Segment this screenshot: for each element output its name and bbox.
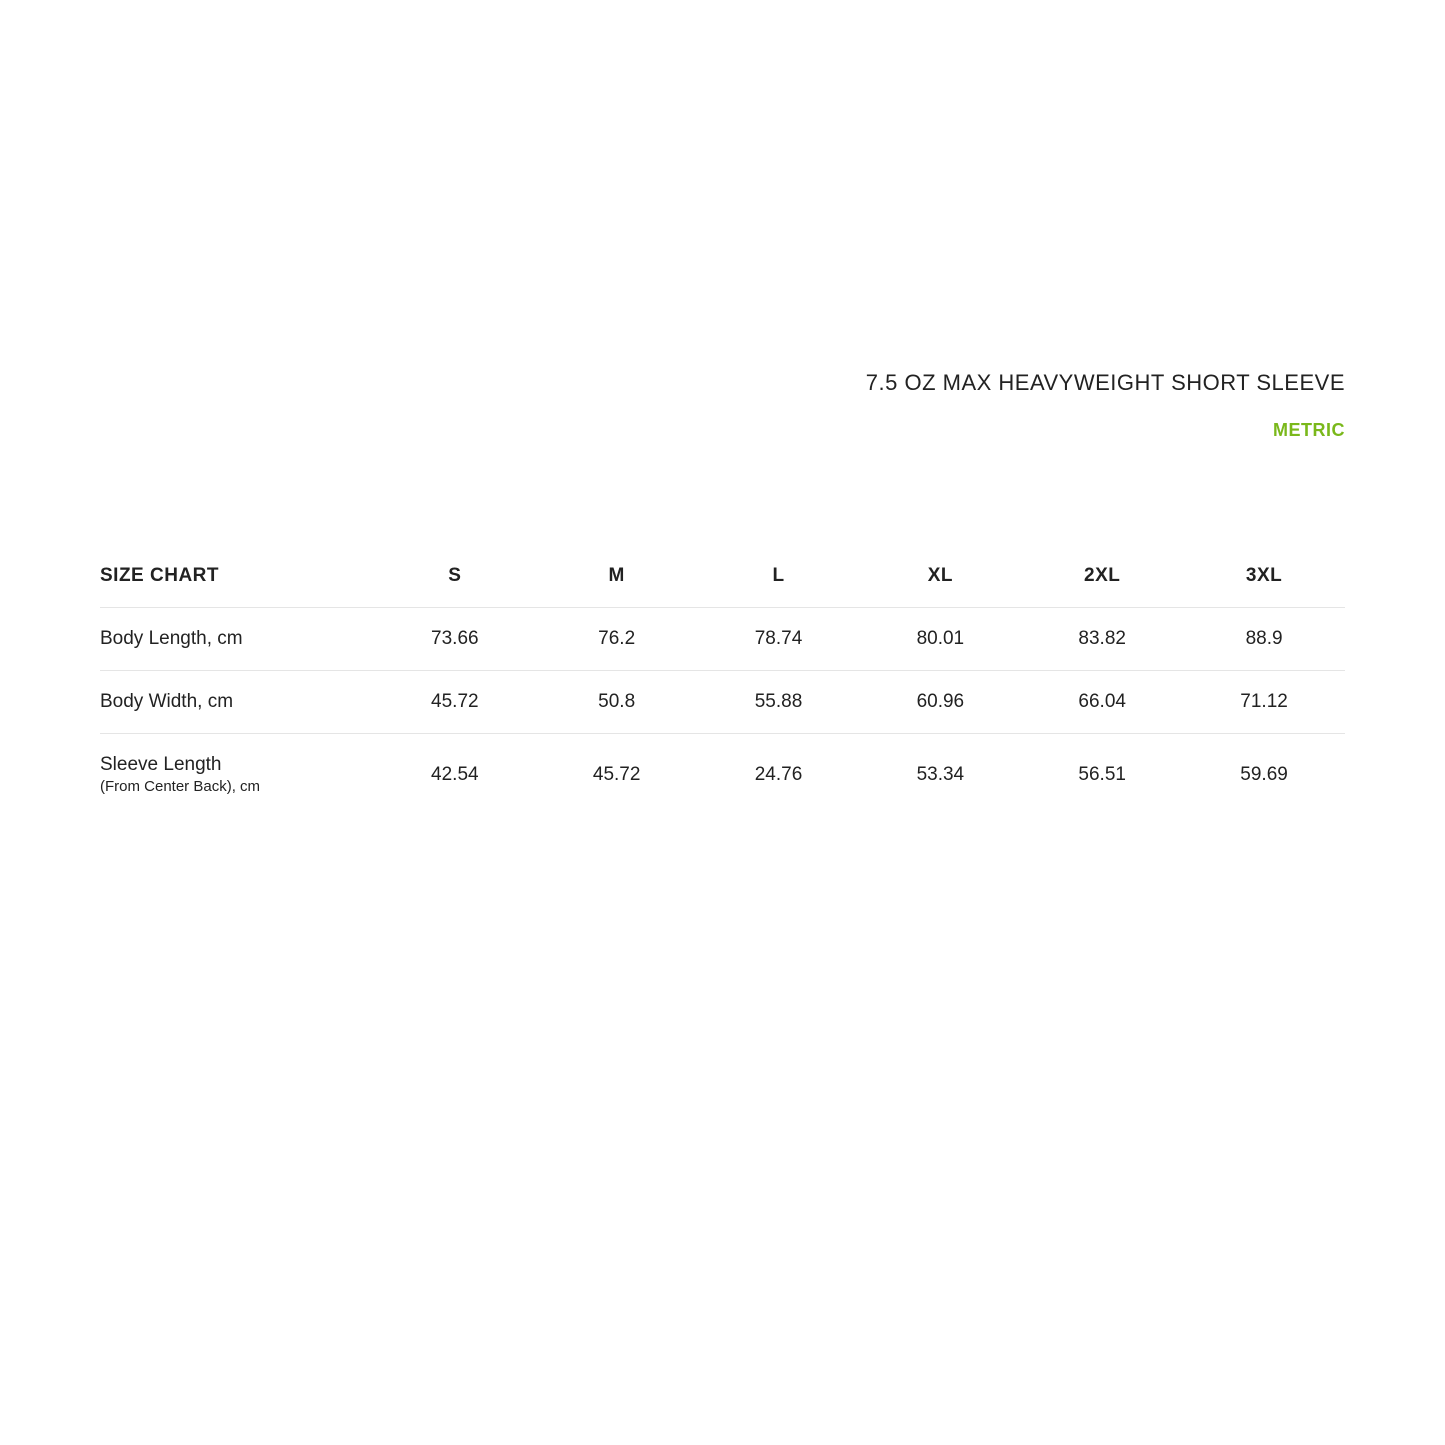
cell: 24.76	[698, 734, 860, 816]
cell: 76.2	[536, 608, 698, 671]
unit-label: METRIC	[866, 420, 1345, 441]
cell: 56.51	[1021, 734, 1183, 816]
row-label-text: Body Length, cm	[100, 628, 243, 649]
cell: 42.54	[374, 734, 536, 816]
row-label-text: Sleeve Length	[100, 754, 222, 775]
cell: 71.12	[1183, 671, 1345, 734]
cell: 50.8	[536, 671, 698, 734]
cell: 88.9	[1183, 608, 1345, 671]
table-row: Body Width, cm 45.72 50.8 55.88 60.96 66…	[100, 671, 1345, 734]
table-heading: SIZE CHART	[100, 545, 374, 608]
table-header-row: SIZE CHART S M L XL 2XL 3XL	[100, 545, 1345, 608]
col-header: 3XL	[1183, 545, 1345, 608]
header: 7.5 OZ MAX HEAVYWEIGHT SHORT SLEEVE METR…	[866, 370, 1345, 441]
table-row: Sleeve Length (From Center Back), cm 42.…	[100, 734, 1345, 816]
cell: 80.01	[859, 608, 1021, 671]
cell: 53.34	[859, 734, 1021, 816]
product-title: 7.5 OZ MAX HEAVYWEIGHT SHORT SLEEVE	[866, 370, 1345, 396]
col-header: XL	[859, 545, 1021, 608]
cell: 45.72	[536, 734, 698, 816]
row-label: Body Length, cm	[100, 608, 374, 671]
cell: 78.74	[698, 608, 860, 671]
row-label-text: Body Width, cm	[100, 691, 233, 712]
cell: 45.72	[374, 671, 536, 734]
cell: 59.69	[1183, 734, 1345, 816]
col-header: L	[698, 545, 860, 608]
cell: 60.96	[859, 671, 1021, 734]
cell: 55.88	[698, 671, 860, 734]
col-header: 2XL	[1021, 545, 1183, 608]
cell: 83.82	[1021, 608, 1183, 671]
table-row: Body Length, cm 73.66 76.2 78.74 80.01 8…	[100, 608, 1345, 671]
row-label: Sleeve Length (From Center Back), cm	[100, 734, 374, 816]
size-chart-table-container: SIZE CHART S M L XL 2XL 3XL Body Length,…	[100, 545, 1345, 815]
size-chart-table: SIZE CHART S M L XL 2XL 3XL Body Length,…	[100, 545, 1345, 815]
cell: 66.04	[1021, 671, 1183, 734]
row-sublabel: (From Center Back), cm	[100, 778, 374, 795]
cell: 73.66	[374, 608, 536, 671]
col-header: M	[536, 545, 698, 608]
col-header: S	[374, 545, 536, 608]
row-label: Body Width, cm	[100, 671, 374, 734]
